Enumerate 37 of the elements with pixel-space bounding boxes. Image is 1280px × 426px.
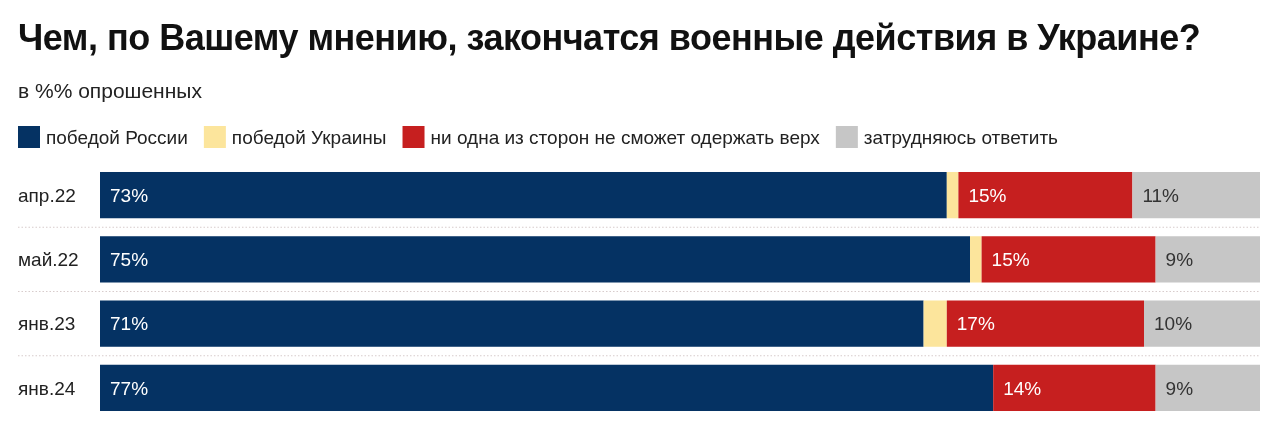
bar <box>958 172 1133 219</box>
y-tick-label: янв.24 <box>18 377 76 399</box>
y-tick-label: янв.23 <box>18 313 76 335</box>
data-label: 77% <box>110 377 149 399</box>
data-label: 15% <box>991 249 1030 271</box>
data-label: 9% <box>1165 377 1194 399</box>
data-label: 73% <box>110 184 149 206</box>
data-label: 17% <box>956 313 995 335</box>
y-tick-label: май.22 <box>18 249 79 271</box>
bar <box>1155 236 1260 283</box>
bar <box>100 236 970 283</box>
bar <box>1144 300 1260 347</box>
legend-label: затрудняюсь ответить <box>863 126 1059 148</box>
chart-subtitle: в %% опрошенных <box>18 79 203 102</box>
data-label: 11% <box>1142 184 1180 206</box>
legend-label: победой России <box>46 126 188 148</box>
data-label: 10% <box>1154 313 1193 335</box>
data-label: 9% <box>1165 249 1194 271</box>
bar <box>970 236 982 283</box>
data-label: 75% <box>110 249 149 271</box>
legend-label: ни одна из сторон не сможет одержать верх <box>430 126 821 148</box>
bar <box>946 172 959 219</box>
bar <box>1155 364 1260 412</box>
data-label: 71% <box>110 313 149 335</box>
bar <box>923 300 947 347</box>
bar <box>1132 172 1260 219</box>
bar <box>946 300 1144 347</box>
bar <box>100 172 947 219</box>
y-tick-label: апр.22 <box>18 184 76 206</box>
data-label: 14% <box>1003 377 1042 399</box>
bar <box>993 364 1156 412</box>
legend-label: победой Украины <box>231 126 387 148</box>
bar <box>100 364 994 412</box>
bar <box>100 300 924 347</box>
bar <box>981 236 1156 283</box>
chart-title: Чем, по Вашему мнению, закончатся военные действия в Украине? <box>18 17 1201 58</box>
data-label: 15% <box>968 184 1007 206</box>
